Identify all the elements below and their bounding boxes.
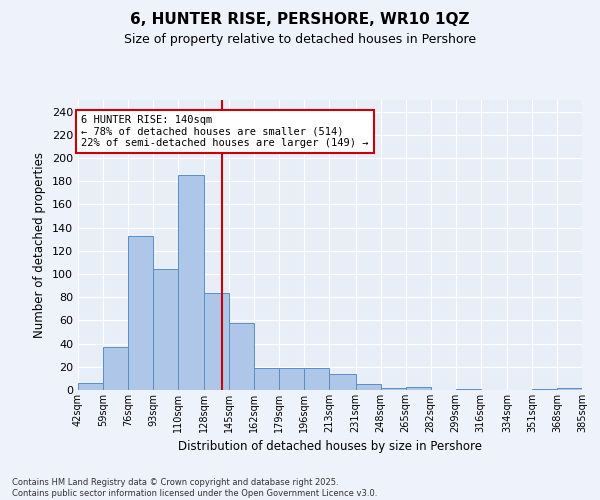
Text: Size of property relative to detached houses in Pershore: Size of property relative to detached ho… [124,32,476,46]
Bar [406,386,431,390]
Bar [78,383,103,390]
Bar [103,347,128,390]
Bar [455,389,481,390]
Bar [229,322,254,390]
Bar [356,384,380,390]
Bar [557,388,582,390]
Y-axis label: Number of detached properties: Number of detached properties [34,152,46,338]
Bar [128,236,153,390]
Bar [280,368,304,390]
Bar [178,176,205,390]
Text: Contains HM Land Registry data © Crown copyright and database right 2025.
Contai: Contains HM Land Registry data © Crown c… [12,478,377,498]
Bar [205,292,229,390]
Text: 6, HUNTER RISE, PERSHORE, WR10 1QZ: 6, HUNTER RISE, PERSHORE, WR10 1QZ [130,12,470,28]
Bar [329,374,356,390]
Bar [153,270,178,390]
Bar [380,388,406,390]
X-axis label: Distribution of detached houses by size in Pershore: Distribution of detached houses by size … [178,440,482,454]
Bar [254,368,280,390]
Text: 6 HUNTER RISE: 140sqm
← 78% of detached houses are smaller (514)
22% of semi-det: 6 HUNTER RISE: 140sqm ← 78% of detached … [81,115,368,148]
Bar [304,368,329,390]
Bar [532,389,557,390]
